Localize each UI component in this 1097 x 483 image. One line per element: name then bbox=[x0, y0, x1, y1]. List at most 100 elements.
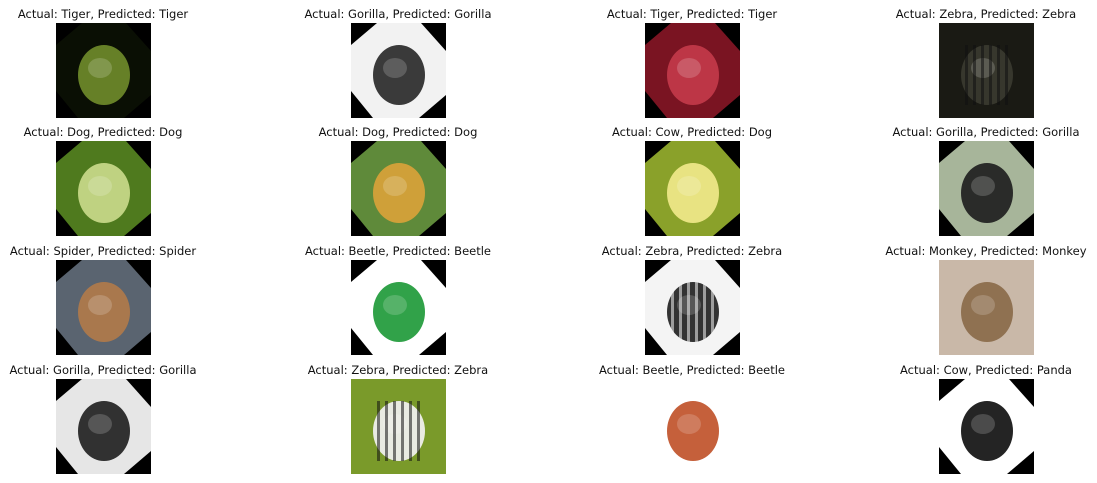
subject bbox=[961, 163, 1013, 223]
tiger-photo bbox=[645, 23, 740, 118]
rotation-fill-corner bbox=[645, 23, 671, 45]
subject bbox=[667, 45, 719, 105]
thumbnail-svg bbox=[351, 260, 446, 355]
prediction-panel: Actual: Zebra, Predicted: Zebra bbox=[849, 0, 1097, 118]
rotation-fill-corner bbox=[419, 332, 446, 355]
prediction-panel: Actual: Spider, Predicted: Spider bbox=[0, 237, 240, 355]
thumbnail-svg bbox=[56, 260, 151, 355]
subject bbox=[961, 282, 1013, 342]
prediction-panel: Actual: Beetle, Predicted: Beetle bbox=[261, 237, 535, 355]
rotation-fill-corner bbox=[421, 23, 446, 51]
prediction-panel: Actual: Cow, Predicted: Dog bbox=[555, 118, 829, 236]
rotation-fill-corner bbox=[715, 141, 740, 169]
thumbnail-svg bbox=[56, 141, 151, 236]
panel-title: Actual: Dog, Predicted: Dog bbox=[318, 125, 478, 139]
thumbnail-svg bbox=[645, 379, 740, 474]
subject bbox=[78, 163, 130, 223]
rotation-fill-corner bbox=[126, 260, 151, 288]
panel-title: Actual: Beetle, Predicted: Beetle bbox=[304, 244, 492, 258]
panel-title: Actual: Tiger, Predicted: Tiger bbox=[17, 7, 189, 21]
thumbnail-svg bbox=[645, 141, 740, 236]
thumbnail-svg bbox=[351, 23, 446, 118]
rotation-fill-corner bbox=[56, 379, 82, 401]
thumbnail-svg bbox=[939, 260, 1034, 355]
dog-photo bbox=[56, 141, 151, 236]
panel-title: Actual: Gorilla, Predicted: Gorilla bbox=[892, 125, 1080, 139]
rotation-fill-corner bbox=[419, 95, 446, 118]
rotation-fill-corner bbox=[713, 213, 740, 236]
rotation-fill-corner bbox=[645, 209, 667, 236]
zebra-photo bbox=[351, 379, 446, 474]
rotation-fill-corner bbox=[126, 141, 151, 169]
panel-title: Actual: Dog, Predicted: Dog bbox=[23, 125, 183, 139]
rotation-fill-corner bbox=[56, 91, 78, 118]
rotation-fill-corner bbox=[126, 379, 151, 407]
prediction-panel: Actual: Cow, Predicted: Panda bbox=[849, 356, 1097, 474]
thumbnail-svg bbox=[645, 260, 740, 355]
panel-title: Actual: Zebra, Predicted: Zebra bbox=[895, 7, 1077, 21]
rotation-fill-corner bbox=[1007, 213, 1034, 236]
beetle-photo bbox=[645, 379, 740, 474]
subject bbox=[78, 282, 130, 342]
rotation-fill-corner bbox=[124, 95, 151, 118]
rotation-fill-corner bbox=[419, 213, 446, 236]
rotation-fill-corner bbox=[939, 447, 961, 474]
prediction-panel: Actual: Monkey, Predicted: Monkey bbox=[849, 237, 1097, 355]
rotation-fill-corner bbox=[124, 332, 151, 355]
subject bbox=[961, 45, 1013, 105]
spider-photo bbox=[56, 260, 151, 355]
rotation-fill-corner bbox=[56, 209, 78, 236]
thumbnail-svg bbox=[56, 23, 151, 118]
prediction-panel: Actual: Tiger, Predicted: Tiger bbox=[0, 0, 240, 118]
panel-title: Actual: Zebra, Predicted: Zebra bbox=[601, 244, 783, 258]
subject bbox=[78, 45, 130, 105]
panel-title: Actual: Zebra, Predicted: Zebra bbox=[307, 363, 489, 377]
rotation-fill-corner bbox=[1009, 379, 1034, 407]
rotation-fill-corner bbox=[645, 328, 667, 355]
rotation-fill-corner bbox=[124, 451, 151, 474]
prediction-panel: Actual: Gorilla, Predicted: Gorilla bbox=[849, 118, 1097, 236]
rotation-fill-corner bbox=[56, 23, 82, 45]
rotation-fill-corner bbox=[351, 91, 373, 118]
gorilla-photo bbox=[351, 23, 446, 118]
rotation-fill-corner bbox=[126, 23, 151, 51]
rotation-fill-corner bbox=[645, 141, 671, 163]
panel-title: Actual: Beetle, Predicted: Beetle bbox=[598, 363, 786, 377]
rotation-fill-corner bbox=[1009, 141, 1034, 169]
rotation-fill-corner bbox=[713, 332, 740, 355]
subject bbox=[667, 282, 719, 342]
subject bbox=[961, 401, 1013, 461]
thumbnail-svg bbox=[939, 379, 1034, 474]
rotation-fill-corner bbox=[715, 260, 740, 288]
subject bbox=[78, 401, 130, 461]
panel-title: Actual: Cow, Predicted: Panda bbox=[900, 363, 1072, 377]
gorilla-photo bbox=[56, 379, 151, 474]
thumbnail-svg bbox=[939, 141, 1034, 236]
rotation-fill-corner bbox=[939, 209, 961, 236]
panel-title: Actual: Tiger, Predicted: Tiger bbox=[606, 7, 778, 21]
prediction-panel: Actual: Tiger, Predicted: Tiger bbox=[555, 0, 829, 118]
rotation-fill-corner bbox=[645, 260, 671, 282]
prediction-panel: Actual: Gorilla, Predicted: Gorilla bbox=[0, 356, 240, 474]
rotation-fill-corner bbox=[939, 379, 965, 401]
rotation-fill-corner bbox=[351, 209, 373, 236]
thumbnail-svg bbox=[351, 141, 446, 236]
prediction-panel: Actual: Gorilla, Predicted: Gorilla bbox=[261, 0, 535, 118]
prediction-panel: Actual: Dog, Predicted: Dog bbox=[261, 118, 535, 236]
beetle-photo bbox=[351, 260, 446, 355]
rotation-fill-corner bbox=[939, 141, 965, 163]
panel-title: Actual: Gorilla, Predicted: Gorilla bbox=[304, 7, 492, 21]
rotation-fill-corner bbox=[351, 260, 377, 282]
cow-photo bbox=[939, 379, 1034, 474]
prediction-panel: Actual: Zebra, Predicted: Zebra bbox=[555, 237, 829, 355]
thumbnail-svg bbox=[351, 379, 446, 474]
cow-photo bbox=[645, 141, 740, 236]
subject bbox=[373, 45, 425, 105]
rotation-fill-corner bbox=[421, 260, 446, 288]
rotation-fill-corner bbox=[351, 141, 377, 163]
rotation-fill-corner bbox=[56, 328, 78, 355]
gorilla-photo bbox=[939, 141, 1034, 236]
panel-title: Actual: Monkey, Predicted: Monkey bbox=[885, 244, 1087, 258]
rotation-fill-corner bbox=[1007, 451, 1034, 474]
